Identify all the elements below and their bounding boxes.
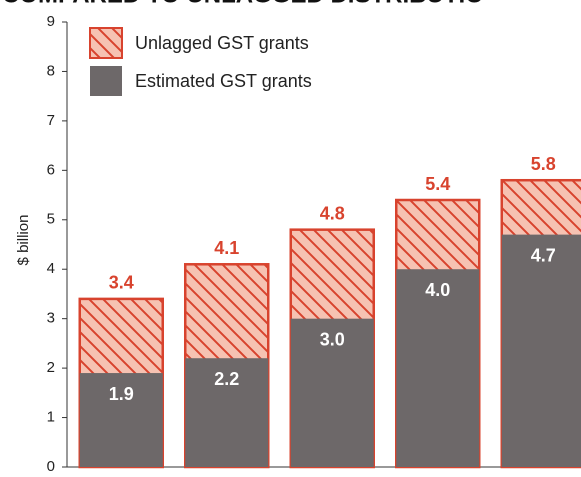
value-label: 5.4 [425, 174, 450, 194]
value-label: 4.7 [531, 245, 556, 265]
value-label: 3.0 [320, 329, 345, 349]
value-label: 1.9 [109, 384, 134, 404]
legend-label: Unlagged GST grants [135, 33, 309, 53]
bar [79, 373, 163, 467]
legend-label: Estimated GST grants [135, 71, 312, 91]
value-label: 4.0 [425, 280, 450, 300]
y-tick-label: 1 [47, 409, 55, 426]
y-tick-label: 3 [47, 310, 55, 327]
value-label: 4.1 [214, 238, 239, 258]
y-tick-label: 4 [47, 260, 55, 277]
y-tick-label: 2 [47, 359, 55, 376]
value-label: 4.8 [320, 203, 345, 223]
bar [501, 234, 581, 467]
y-tick-label: 6 [47, 161, 55, 178]
y-tick-label: 5 [47, 211, 55, 228]
bar [396, 269, 480, 467]
y-tick-label: 9 [47, 13, 55, 30]
y-axis-label: $ billion [15, 215, 32, 266]
value-label: 2.2 [214, 369, 239, 389]
chart-title: COMPARED TO UNLAGGED DISTRIBUTIO [2, 0, 484, 8]
y-tick-label: 8 [47, 62, 55, 79]
value-label: 3.4 [109, 273, 134, 293]
bar [185, 358, 269, 467]
legend-swatch [90, 66, 122, 96]
value-label: 5.8 [531, 154, 556, 174]
bar [290, 318, 374, 467]
y-tick-label: 7 [47, 112, 55, 129]
y-tick-label: 0 [47, 458, 55, 475]
legend-swatch [89, 27, 123, 59]
